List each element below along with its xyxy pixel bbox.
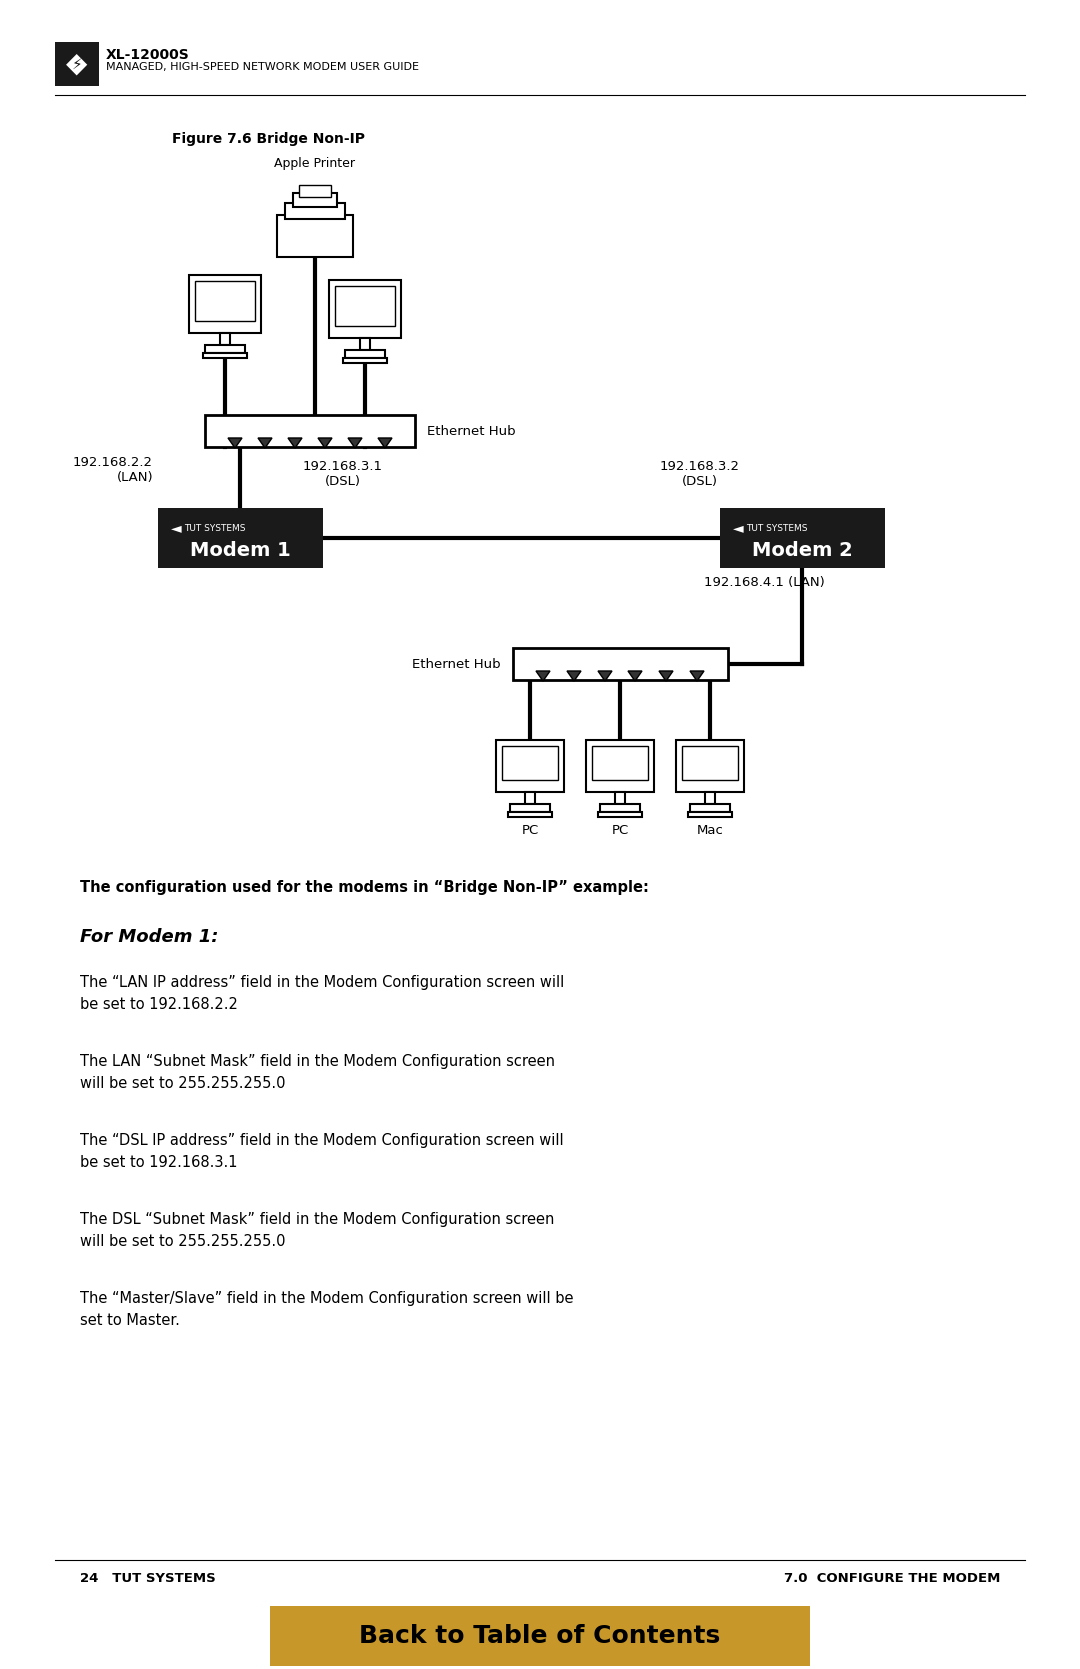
Polygon shape bbox=[348, 437, 362, 447]
Bar bbox=[510, 804, 550, 813]
Text: 24   TUT SYSTEMS: 24 TUT SYSTEMS bbox=[80, 1572, 216, 1586]
Polygon shape bbox=[690, 671, 704, 681]
Polygon shape bbox=[288, 437, 302, 447]
Polygon shape bbox=[318, 437, 332, 447]
Text: For Modem 1:: For Modem 1: bbox=[80, 928, 218, 946]
Text: 192.168.3.2
(DSL): 192.168.3.2 (DSL) bbox=[660, 461, 740, 487]
Bar bbox=[205, 416, 415, 447]
Bar bbox=[681, 746, 738, 779]
Text: Figure 7.6 Bridge Non-IP: Figure 7.6 Bridge Non-IP bbox=[172, 132, 365, 145]
Bar bbox=[203, 354, 247, 357]
Bar bbox=[270, 1606, 810, 1666]
Bar bbox=[705, 793, 715, 804]
Bar bbox=[615, 793, 625, 804]
Text: The “LAN IP address” field in the Modem Configuration screen will: The “LAN IP address” field in the Modem … bbox=[80, 975, 564, 990]
Text: 192.168.4.1 (LAN): 192.168.4.1 (LAN) bbox=[704, 576, 824, 589]
Bar bbox=[676, 739, 744, 793]
Text: will be set to 255.255.255.0: will be set to 255.255.255.0 bbox=[80, 1077, 285, 1092]
Bar bbox=[496, 739, 564, 793]
Text: PC: PC bbox=[611, 824, 629, 836]
Bar bbox=[285, 204, 345, 219]
Polygon shape bbox=[627, 671, 642, 681]
Text: 192.168.2.2
(LAN): 192.168.2.2 (LAN) bbox=[73, 456, 153, 484]
Bar bbox=[299, 185, 330, 197]
Bar bbox=[688, 813, 732, 818]
Bar bbox=[276, 215, 353, 257]
Bar bbox=[690, 804, 730, 813]
Text: The DSL “Subnet Mask” field in the Modem Configuration screen: The DSL “Subnet Mask” field in the Modem… bbox=[80, 1212, 554, 1227]
Text: Mac: Mac bbox=[697, 824, 724, 836]
Text: The “DSL IP address” field in the Modem Configuration screen will: The “DSL IP address” field in the Modem … bbox=[80, 1133, 564, 1148]
Polygon shape bbox=[598, 671, 612, 681]
Polygon shape bbox=[536, 671, 550, 681]
Polygon shape bbox=[258, 437, 272, 447]
Bar bbox=[600, 804, 640, 813]
Text: Ethernet Hub: Ethernet Hub bbox=[413, 658, 501, 671]
Text: Modem 1: Modem 1 bbox=[190, 541, 291, 559]
Polygon shape bbox=[228, 437, 242, 447]
Bar bbox=[220, 334, 230, 345]
Text: 7.0  CONFIGURE THE MODEM: 7.0 CONFIGURE THE MODEM bbox=[784, 1572, 1000, 1586]
Text: be set to 192.168.2.2: be set to 192.168.2.2 bbox=[80, 996, 238, 1011]
Bar bbox=[360, 339, 370, 350]
Bar bbox=[343, 357, 387, 362]
Bar bbox=[592, 746, 648, 779]
Bar bbox=[189, 275, 261, 334]
Bar bbox=[205, 345, 245, 354]
Text: ◄: ◄ bbox=[171, 521, 181, 536]
Text: XL-12000S: XL-12000S bbox=[106, 48, 190, 62]
Polygon shape bbox=[659, 671, 673, 681]
Text: The configuration used for the modems in “Bridge Non-IP” example:: The configuration used for the modems in… bbox=[80, 880, 649, 895]
Text: Back to Table of Contents: Back to Table of Contents bbox=[360, 1624, 720, 1647]
Text: Modem 2: Modem 2 bbox=[752, 541, 852, 559]
Text: TUT SYSTEMS: TUT SYSTEMS bbox=[184, 524, 245, 532]
Bar bbox=[329, 280, 401, 339]
Bar bbox=[525, 793, 535, 804]
Bar bbox=[293, 194, 337, 207]
Bar bbox=[508, 813, 552, 818]
Text: TUT SYSTEMS: TUT SYSTEMS bbox=[746, 524, 808, 532]
Bar bbox=[720, 507, 885, 567]
Bar bbox=[513, 648, 728, 679]
Text: The “Master/Slave” field in the Modem Configuration screen will be: The “Master/Slave” field in the Modem Co… bbox=[80, 1292, 573, 1307]
Text: MANAGED, HIGH-SPEED NETWORK MODEM USER GUIDE: MANAGED, HIGH-SPEED NETWORK MODEM USER G… bbox=[106, 62, 419, 72]
Text: set to Master.: set to Master. bbox=[80, 1314, 180, 1329]
Bar bbox=[502, 746, 558, 779]
Bar bbox=[158, 507, 323, 567]
Text: PC: PC bbox=[522, 824, 539, 836]
Text: Apple Printer: Apple Printer bbox=[274, 157, 355, 170]
Bar bbox=[345, 350, 384, 357]
Text: ◆: ◆ bbox=[66, 50, 87, 78]
Text: ⚡: ⚡ bbox=[71, 57, 82, 72]
Text: 192.168.3.1
(DSL): 192.168.3.1 (DSL) bbox=[303, 461, 383, 487]
Text: be set to 192.168.3.1: be set to 192.168.3.1 bbox=[80, 1155, 238, 1170]
Polygon shape bbox=[378, 437, 392, 447]
Bar bbox=[335, 285, 395, 325]
Bar bbox=[586, 739, 654, 793]
Polygon shape bbox=[567, 671, 581, 681]
Bar bbox=[195, 280, 255, 320]
Bar bbox=[598, 813, 642, 818]
Text: Ethernet Hub: Ethernet Hub bbox=[427, 424, 515, 437]
Bar bbox=[55, 42, 99, 87]
Text: The LAN “Subnet Mask” field in the Modem Configuration screen: The LAN “Subnet Mask” field in the Modem… bbox=[80, 1055, 555, 1070]
Text: will be set to 255.255.255.0: will be set to 255.255.255.0 bbox=[80, 1233, 285, 1248]
Text: ◄: ◄ bbox=[732, 521, 743, 536]
